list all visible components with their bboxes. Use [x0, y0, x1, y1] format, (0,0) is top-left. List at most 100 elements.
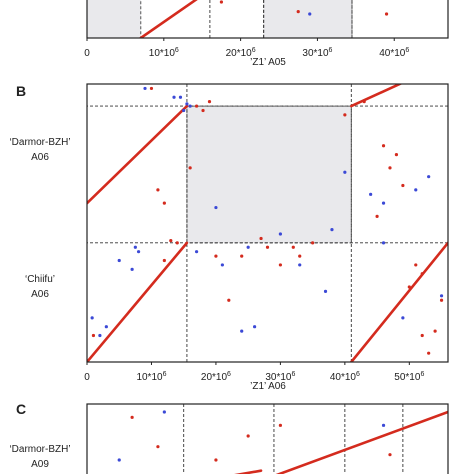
x-tick-label: 20*106	[226, 47, 256, 59]
panel-a: 0 10*106 20*106 30*106 40*106 ’Z1’ A05	[84, 0, 449, 68]
blue-point	[246, 245, 250, 249]
red-point	[259, 236, 263, 241]
synteny-segment	[350, 241, 448, 362]
blue-point	[298, 263, 302, 267]
panel-c-y-label-darmor-chrom: A09	[31, 459, 49, 470]
blue-point	[414, 188, 418, 192]
red-point	[439, 298, 444, 302]
red-point	[130, 415, 134, 419]
red-point	[296, 9, 300, 14]
panel-a-marks	[87, 0, 389, 38]
red-point	[381, 144, 386, 148]
x-tick-label: 40*106	[379, 47, 409, 59]
x-tick-label: 30*106	[302, 47, 332, 59]
panel-b-y-label-chiifu-chrom: A06	[31, 289, 49, 300]
red-point	[433, 329, 437, 333]
red-point	[201, 108, 205, 113]
panel-a-frame	[86, 0, 449, 39]
red-point	[407, 285, 411, 289]
red-point	[265, 245, 270, 249]
red-point	[384, 12, 389, 16]
blue-point	[136, 250, 141, 254]
blue-point	[178, 95, 183, 99]
x-tick-label: 30*106	[265, 371, 295, 383]
blue-point	[308, 12, 312, 16]
blue-point	[90, 316, 94, 320]
red-point	[214, 458, 218, 462]
blue-point	[439, 294, 444, 298]
blue-point	[381, 241, 386, 245]
blue-point	[185, 102, 189, 106]
red-point	[278, 263, 282, 267]
blue-point	[194, 250, 199, 254]
synteny-segment	[87, 104, 189, 205]
blue-point	[104, 325, 108, 329]
panel-c-frame	[86, 403, 449, 474]
red-point	[388, 166, 392, 170]
red-point	[149, 86, 154, 91]
shaded-region	[263, 0, 353, 38]
panel-c-y-label-darmor: ‘Darmor-BZH’	[9, 444, 70, 455]
red-point	[362, 100, 366, 104]
panel-b-y-label-chiifu: ‘Chiifu’	[25, 274, 55, 285]
red-point	[278, 423, 282, 427]
red-point	[188, 166, 192, 170]
red-point	[343, 113, 347, 117]
red-point	[219, 0, 224, 4]
x-tick-label: 10*106	[136, 371, 166, 383]
red-point	[375, 214, 379, 218]
panel-c-letter: C	[16, 401, 26, 417]
panel-a-x-axis-title: ’Z1’ A05	[250, 57, 286, 68]
blue-point	[133, 245, 137, 249]
panel-b-x-ticks: 0 10*106 20*106 30*106 40*106 50*106	[84, 362, 424, 383]
blue-point	[143, 86, 147, 91]
synteny-segment	[139, 0, 198, 38]
blue-point	[117, 258, 121, 263]
blue-point	[188, 104, 192, 108]
red-point	[156, 445, 160, 449]
panel-a-x-ticks: 0 10*106 20*106 30*106 40*106	[84, 38, 409, 59]
red-point	[240, 254, 244, 258]
red-point	[420, 333, 424, 338]
red-point	[156, 188, 160, 192]
red-point	[420, 272, 424, 276]
red-point	[388, 453, 392, 457]
blue-point	[381, 201, 386, 205]
blue-point	[278, 232, 282, 236]
shaded-region	[87, 0, 142, 38]
blue-point	[214, 205, 218, 210]
x-tick-label: 0	[84, 48, 90, 59]
red-point	[298, 254, 302, 258]
blue-point	[182, 108, 186, 113]
synteny-segment	[275, 410, 448, 474]
blue-point	[369, 192, 373, 196]
synteny-segment	[87, 241, 189, 362]
x-tick-label: 50*106	[394, 371, 424, 383]
blue-point	[343, 170, 347, 174]
blue-point	[117, 458, 121, 462]
synteny-segment	[350, 84, 403, 108]
red-point	[291, 245, 295, 249]
blue-point	[330, 228, 334, 232]
blue-point	[427, 175, 431, 179]
red-point	[175, 241, 179, 245]
x-tick-label: 10*106	[149, 47, 179, 59]
synteny-segment	[234, 469, 263, 474]
blue-point	[381, 423, 386, 427]
blue-point	[172, 95, 176, 99]
red-point	[246, 434, 250, 438]
panel-b-marks	[87, 78, 448, 362]
red-point	[427, 351, 431, 355]
blue-point	[240, 329, 244, 333]
panel-b-frame	[86, 83, 449, 363]
panel-c: C ‘Darmor-BZH’ A09	[9, 401, 449, 474]
red-point	[169, 78, 172, 81]
panel-b: B ‘Darmor-BZH’ A06 ‘Chiifu’ A06 0 10*106 2…	[9, 78, 449, 392]
red-point	[91, 333, 96, 338]
blue-point	[98, 333, 102, 338]
red-point	[414, 263, 418, 267]
red-point	[194, 104, 199, 108]
red-point	[207, 100, 212, 104]
red-point	[401, 183, 405, 188]
